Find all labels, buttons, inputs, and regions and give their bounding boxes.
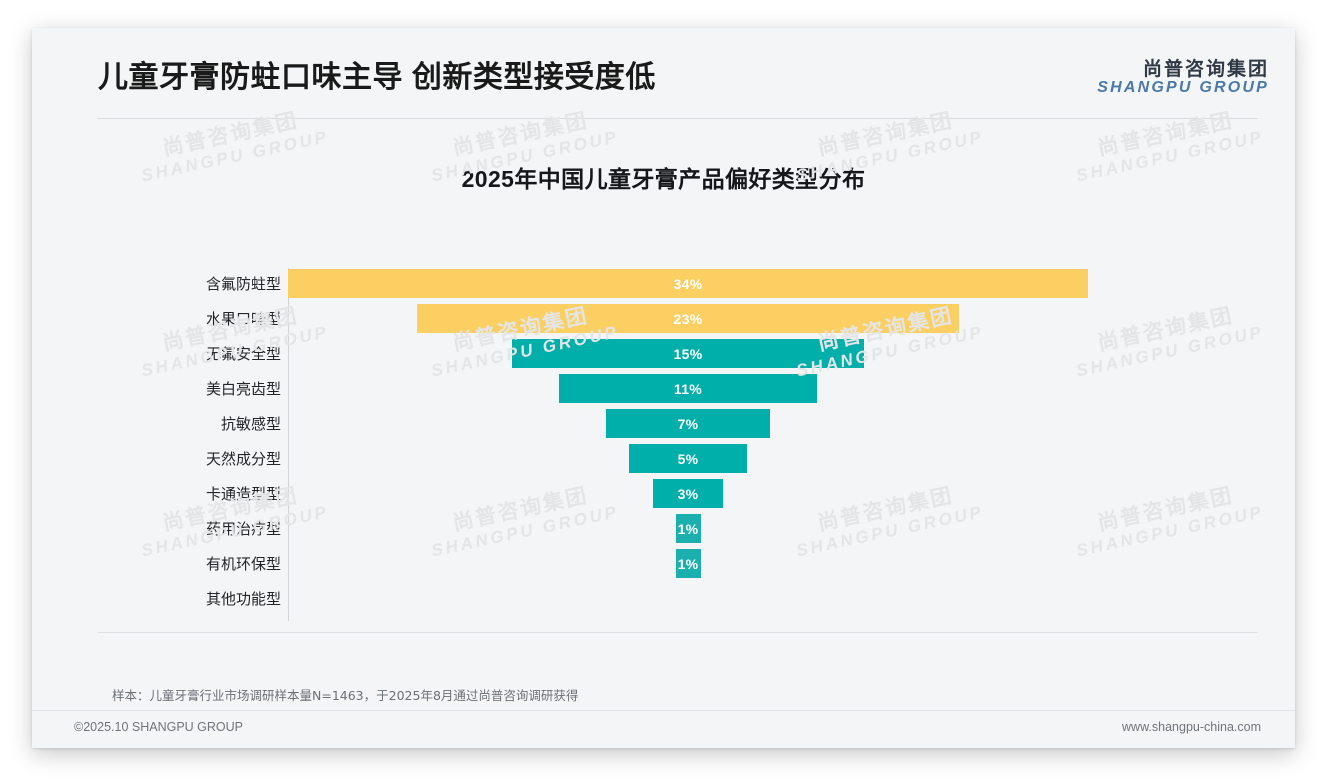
chart-row: 美白亮齿型 11% xyxy=(32,371,1295,406)
funnel-bar[interactable]: 34% xyxy=(288,269,1088,298)
bar-value-label: 3% xyxy=(677,485,699,502)
chart-row: 无氟安全型 15% xyxy=(32,336,1295,371)
chart-row: 其他功能型 xyxy=(32,581,1295,616)
bar-value-label: 15% xyxy=(673,345,703,362)
bar-value-label: 7% xyxy=(677,415,699,432)
funnel-bar[interactable]: 11% xyxy=(558,374,818,403)
funnel-bar[interactable]: 7% xyxy=(605,409,771,438)
sample-footnote: 样本：儿童牙膏行业市场调研样本量N=1463，于2025年8月通过尚普咨询调研获… xyxy=(112,688,579,703)
chart-axis-line xyxy=(288,268,289,621)
bar-value-label: 34% xyxy=(673,275,703,292)
category-label: 药用治疗型 xyxy=(205,520,281,538)
slide-header: 儿童牙膏防蛀口味主导 创新类型接受度低 尚普咨询集团 SHANGPU GROUP xyxy=(32,28,1295,118)
funnel-bar[interactable]: 23% xyxy=(417,304,959,333)
category-label: 无氟安全型 xyxy=(205,345,281,363)
header-divider xyxy=(98,118,1258,119)
bar-value-label: 1% xyxy=(677,520,699,537)
bar-value-label: 23% xyxy=(673,310,703,327)
chart-title: 2025年中国儿童牙膏产品偏好类型分布 xyxy=(461,166,866,192)
logo-english-text: SHANGPU GROUP xyxy=(1097,79,1269,97)
chart-row: 含氟防蛀型 34% xyxy=(32,266,1295,301)
brand-logo: 尚普咨询集团 SHANGPU GROUP xyxy=(1097,59,1269,97)
funnel-bar[interactable]: 3% xyxy=(652,479,724,508)
footer-copyright: ©2025.10 SHANGPU GROUP xyxy=(74,720,243,734)
chart-row: 抗敏感型 7% xyxy=(32,406,1295,441)
category-label: 抗敏感型 xyxy=(220,415,281,433)
chart-row: 天然成分型 5% xyxy=(32,441,1295,476)
chart-container: 2025年中国儿童牙膏产品偏好类型分布 含氟防蛀型 34% 水果口味型 23% 无氟安全… xyxy=(32,134,1295,664)
chart-row: 水果口味型 23% xyxy=(32,301,1295,336)
bar-value-label: 1% xyxy=(677,555,699,572)
footnote-divider xyxy=(98,632,1258,633)
footer-divider xyxy=(32,710,1295,711)
category-label: 其他功能型 xyxy=(205,590,281,608)
page-title: 儿童牙膏防蛀口味主导 创新类型接受度低 xyxy=(98,61,656,94)
chart-row: 药用治疗型 1% xyxy=(32,511,1295,546)
bar-value-label: 5% xyxy=(677,450,699,467)
category-label: 含氟防蛀型 xyxy=(205,275,281,293)
chart-row: 卡通造型型 3% xyxy=(32,476,1295,511)
funnel-bar[interactable]: 5% xyxy=(629,444,747,473)
category-label: 水果口味型 xyxy=(205,310,281,328)
category-label: 有机环保型 xyxy=(205,555,281,573)
footer-website: www.shangpu-china.com xyxy=(1122,720,1261,734)
funnel-chart-plot: 含氟防蛀型 34% 水果口味型 23% 无氟安全型 15% 美白亮齿型 11% 抗敏感型 7% 天然… xyxy=(32,266,1295,636)
category-label: 美白亮齿型 xyxy=(205,380,281,398)
funnel-bar[interactable]: 1% xyxy=(675,549,701,578)
funnel-bar[interactable]: 1% xyxy=(675,514,701,543)
slide-card: 儿童牙膏防蛀口味主导 创新类型接受度低 尚普咨询集团 SHANGPU GROUP… xyxy=(32,28,1295,748)
category-label: 卡通造型型 xyxy=(205,485,281,503)
bar-value-label: 11% xyxy=(673,380,703,397)
chart-row: 有机环保型 1% xyxy=(32,546,1295,581)
category-label: 天然成分型 xyxy=(205,450,281,468)
logo-chinese-text: 尚普咨询集团 xyxy=(1142,59,1269,80)
funnel-bar[interactable]: 15% xyxy=(511,339,865,368)
